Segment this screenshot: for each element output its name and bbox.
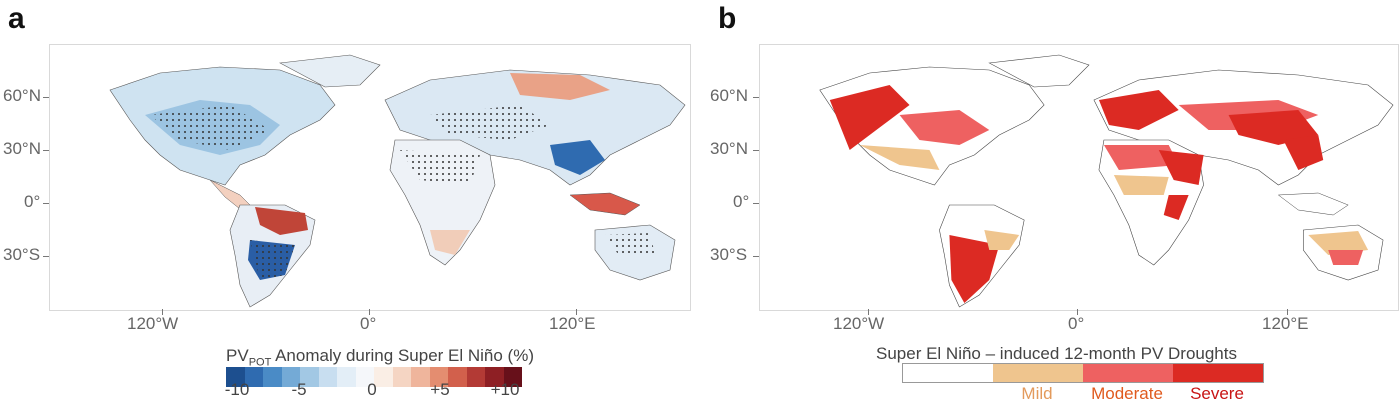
panel-a-lat-label: 0° <box>24 192 41 211</box>
tick <box>868 309 869 315</box>
panel-a-colorbar <box>226 367 522 387</box>
colorbar-swatch <box>466 367 485 387</box>
panel-a-colorbar-title: PVPOT Anomaly during Super El Niño (%) <box>226 346 534 369</box>
south-america-anomaly-pos <box>255 207 308 235</box>
north-america-dots <box>150 105 270 150</box>
panel-b-lon-label: 120°W <box>833 314 885 333</box>
panel-b-lon-label: 120°E <box>1262 314 1309 333</box>
colorbar-tick-label: +5 <box>430 380 450 399</box>
tick <box>43 256 49 257</box>
colorbar-swatch <box>226 367 245 387</box>
africa-dots <box>400 150 480 185</box>
panel-a-lat-label: 30°N <box>3 139 41 158</box>
panel-b-map <box>759 44 1399 311</box>
greenland <box>279 54 381 88</box>
panel-a-map-svg <box>109 54 686 308</box>
tick <box>753 150 759 151</box>
australia-drought-moderate <box>1328 250 1364 265</box>
asia-dots <box>430 105 550 140</box>
legend-swatch <box>1083 364 1173 382</box>
tick <box>162 309 163 315</box>
tick <box>753 203 759 204</box>
panel-b-lon-label: 0° <box>1068 314 1085 333</box>
colorbar-swatch <box>300 367 319 387</box>
eurasia-anomaly-pos <box>510 73 610 100</box>
east-asia-drought-severe <box>1283 135 1324 170</box>
legend-category-mild: Mild <box>1021 384 1053 403</box>
colorbar-swatch <box>392 367 411 387</box>
colorbar-swatch <box>448 367 467 387</box>
colorbar-tick-label: 0 <box>367 380 377 399</box>
colorbar-swatch <box>355 367 374 387</box>
europe-drought-severe <box>1098 90 1179 130</box>
southern-africa-anomaly <box>430 230 470 255</box>
north-america-drought-mild <box>859 145 940 170</box>
panel-b-map-svg <box>819 54 1394 308</box>
panel-b-lat-label: 60°N <box>710 86 748 105</box>
colorbar-swatch <box>337 367 356 387</box>
colorbar-swatch <box>485 367 504 387</box>
panel-b-lat-label: 0° <box>733 192 750 211</box>
east-africa-drought-severe <box>1163 195 1189 220</box>
tick <box>753 97 759 98</box>
tick <box>1287 309 1288 315</box>
tick <box>753 256 759 257</box>
tick <box>43 150 49 151</box>
legend-category-moderate: Moderate <box>1091 384 1163 403</box>
tick <box>369 309 370 315</box>
tick <box>43 203 49 204</box>
panel-a-map <box>49 44 691 311</box>
north-america-drought-moderate <box>899 110 990 145</box>
legend-swatch <box>1173 364 1263 382</box>
panel-a-lat-label: 30°S <box>3 245 41 264</box>
colorbar-swatch <box>281 367 300 387</box>
se-asia-islands <box>1277 192 1349 216</box>
colorbar-swatch <box>429 367 448 387</box>
legend-category-severe: Severe <box>1190 384 1244 403</box>
south-america-drought-severe <box>949 235 1000 303</box>
arabia-drought-severe <box>1158 150 1204 185</box>
panel-a-lon-label: 0° <box>360 314 377 333</box>
colorbar-tick-label: +10 <box>490 380 520 399</box>
legend-swatch <box>993 364 1083 382</box>
panel-b-legend-bar <box>902 363 1264 383</box>
panel-b-legend-title: Super El Niño – induced 12-month PV Drou… <box>876 344 1237 363</box>
australia-dots <box>605 233 655 257</box>
panel-a-letter: a <box>8 2 25 35</box>
colorbar-swatch <box>411 367 430 387</box>
panel-a-lon-label: 120°E <box>549 314 596 333</box>
panel-b-lat-label: 30°N <box>710 139 748 158</box>
panel-b-lat-label: 30°S <box>710 245 748 264</box>
panel-a-lon-label: 120°W <box>127 314 179 333</box>
africa-drought-mild <box>1113 175 1169 195</box>
legend-swatch <box>903 364 993 382</box>
australia-drought-mild <box>1308 231 1369 255</box>
colorbar-swatch <box>374 367 393 387</box>
panel-b-letter: b <box>718 2 737 35</box>
panel-a-lat-label: 60°N <box>3 86 41 105</box>
colorbar-tick-label: -10 <box>224 380 250 399</box>
tick <box>1077 309 1078 315</box>
colorbar-tick-label: -5 <box>291 380 307 399</box>
colorbar-swatch <box>263 367 282 387</box>
asia-drought-severe <box>1228 110 1319 145</box>
south-america-dots <box>250 240 295 280</box>
greenland <box>988 54 1090 88</box>
colorbar-swatch <box>244 367 263 387</box>
south-america-drought-mild <box>984 230 1020 250</box>
east-asia-anomaly-neg <box>550 140 605 175</box>
tick <box>576 309 577 315</box>
colorbar-swatch <box>318 367 337 387</box>
north-america-drought-severe <box>829 85 910 150</box>
colorbar-swatch <box>503 367 522 387</box>
se-asia-islands <box>569 192 641 216</box>
tick <box>43 97 49 98</box>
